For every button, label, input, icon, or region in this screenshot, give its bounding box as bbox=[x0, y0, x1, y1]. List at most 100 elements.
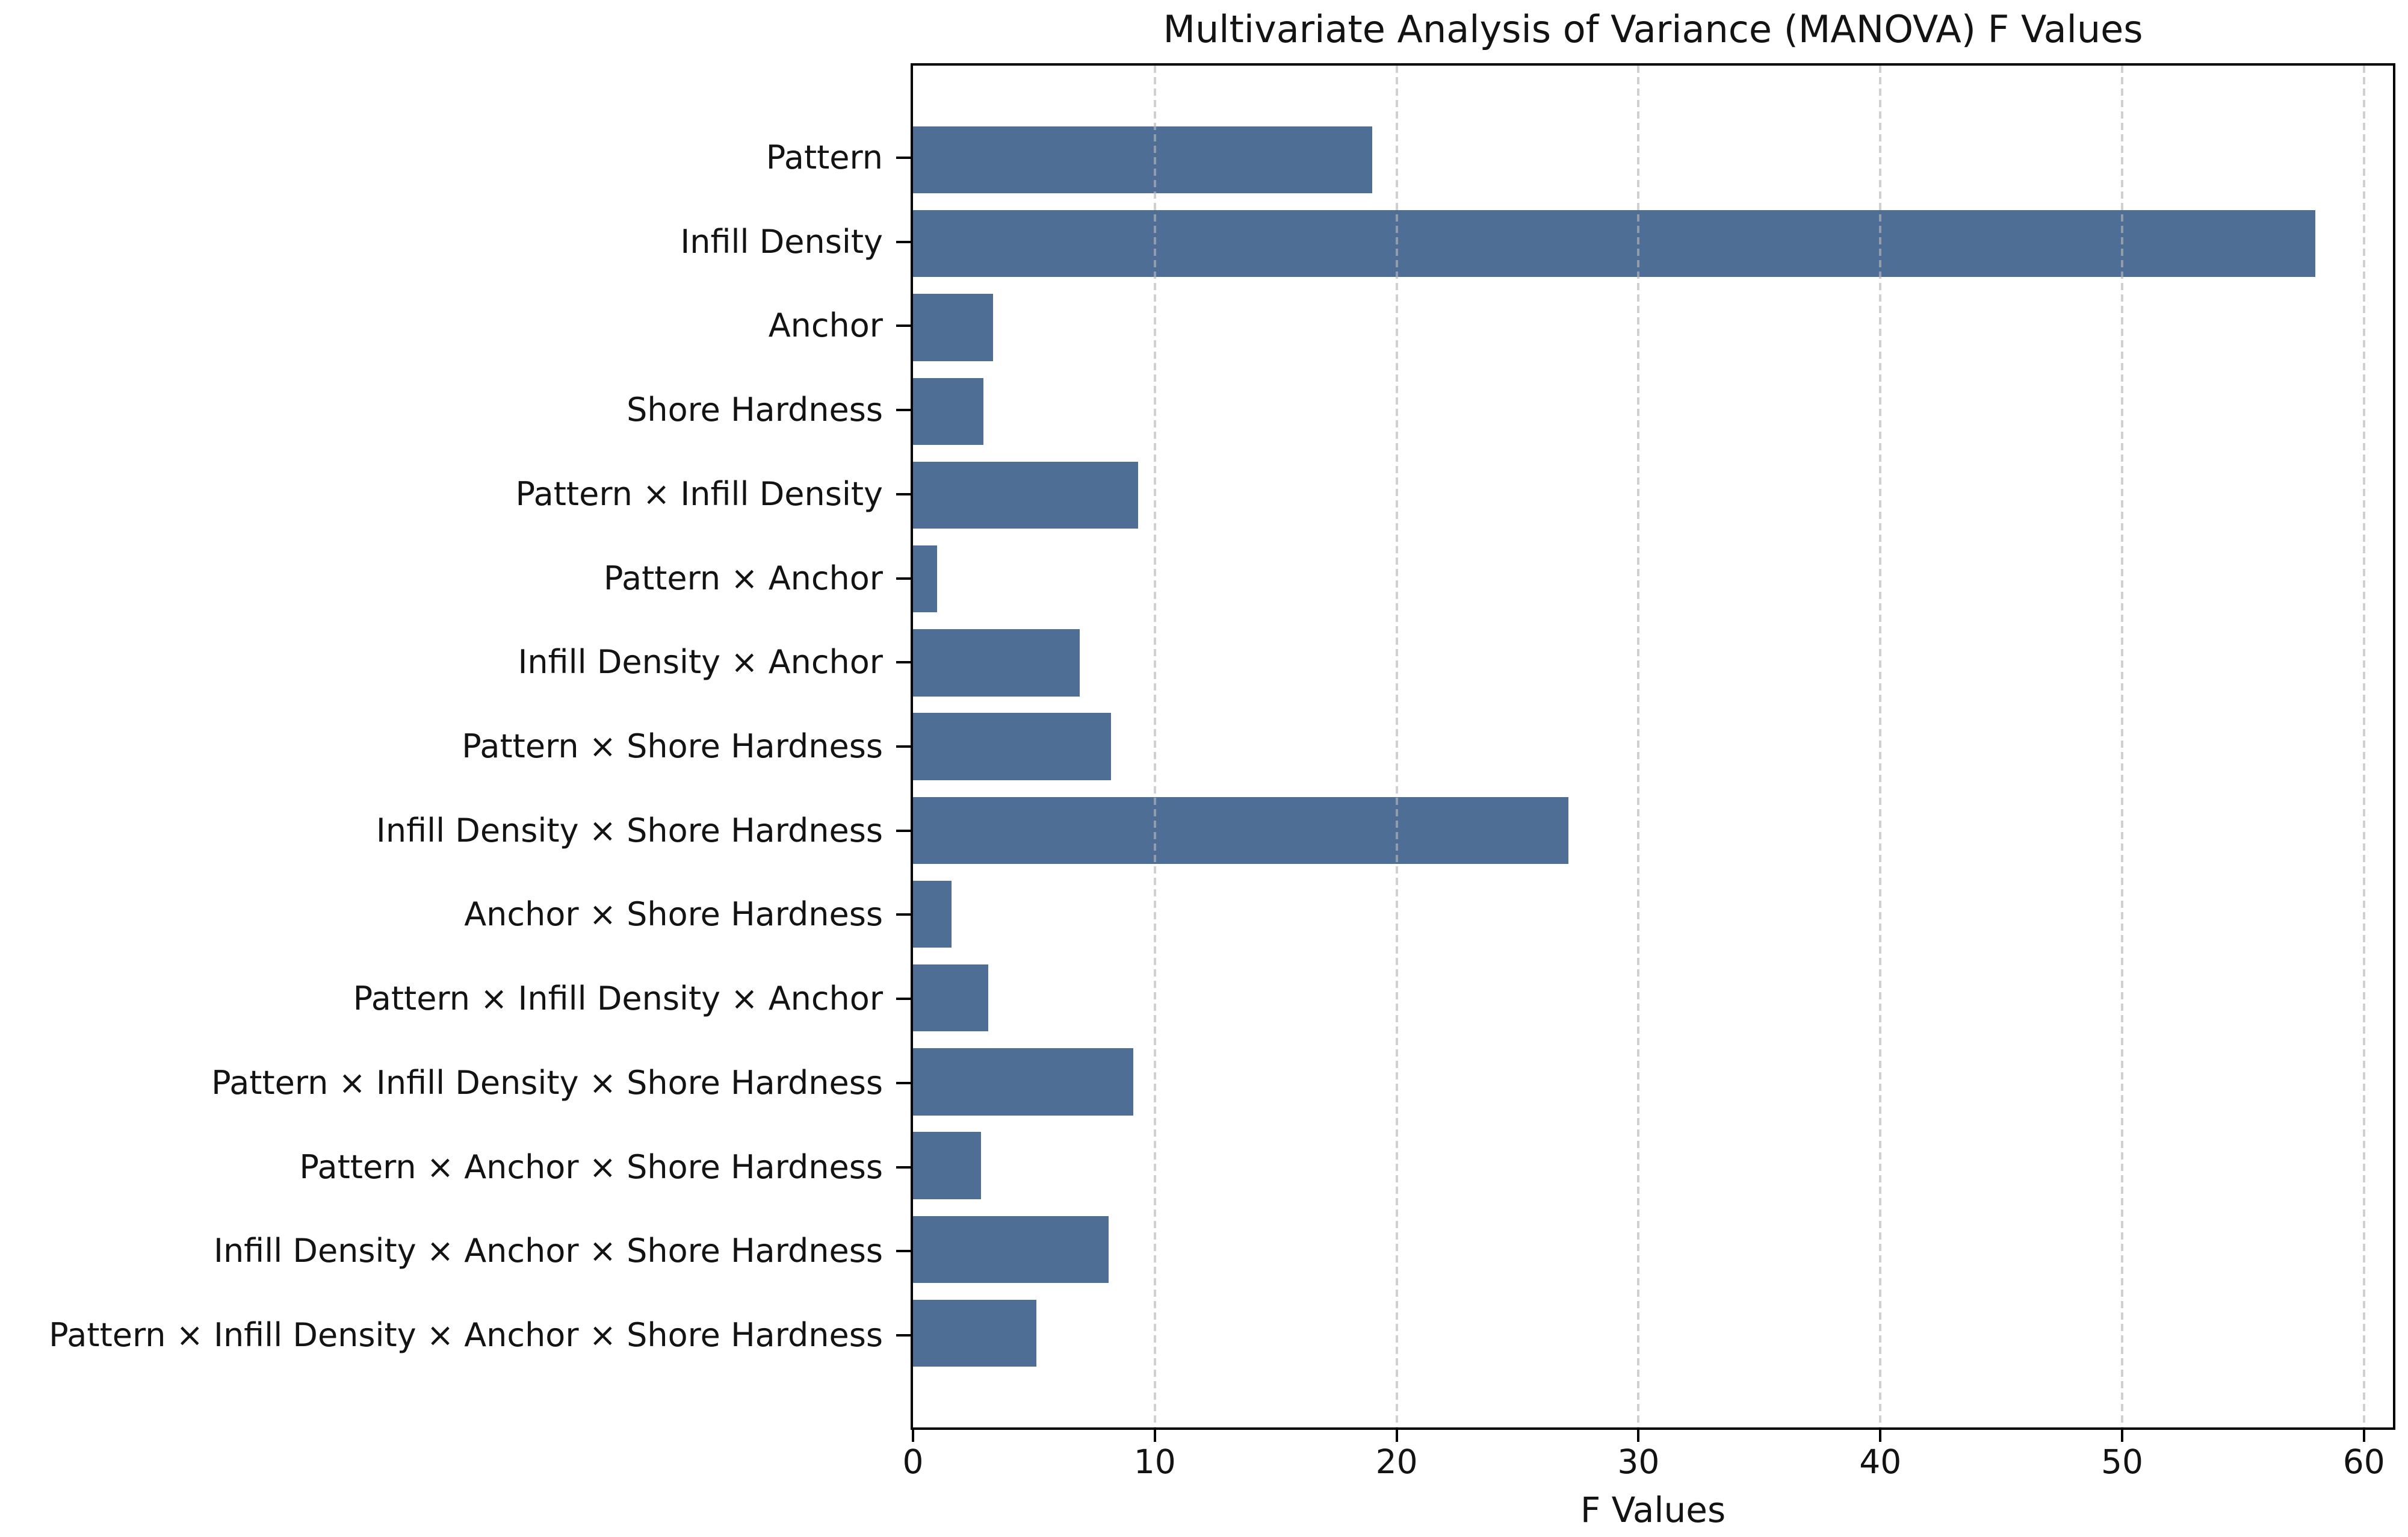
bar bbox=[913, 796, 1568, 864]
bar bbox=[913, 629, 1080, 697]
y-axis-label: Shore Hardness bbox=[627, 391, 884, 429]
y-tick-mark bbox=[896, 745, 911, 748]
gridline bbox=[1153, 66, 1156, 1427]
y-label-row: Anchor × Shore Hardness bbox=[0, 873, 911, 957]
y-tick-mark bbox=[896, 156, 911, 159]
bar bbox=[913, 1048, 1133, 1116]
bars-container bbox=[913, 66, 2393, 1427]
y-tick-mark bbox=[896, 1081, 911, 1084]
bar-row bbox=[913, 1208, 2393, 1291]
y-tick-mark bbox=[896, 324, 911, 328]
y-label-row: Pattern × Infill Density bbox=[0, 452, 911, 536]
bar bbox=[913, 964, 988, 1032]
bar-row bbox=[913, 1123, 2393, 1207]
bar-row bbox=[913, 202, 2393, 285]
y-label-row: Pattern × Anchor bbox=[0, 536, 911, 621]
x-tick-mark bbox=[1879, 1430, 1882, 1442]
x-tick-label: 20 bbox=[1375, 1442, 1418, 1481]
y-axis-label: Pattern × Infill Density × Anchor × Shor… bbox=[49, 1316, 884, 1355]
bar-row bbox=[913, 1040, 2393, 1123]
bar-row bbox=[913, 118, 2393, 202]
y-label-row: Infill Density bbox=[0, 200, 911, 284]
y-axis-label: Anchor bbox=[768, 306, 884, 345]
bar bbox=[913, 880, 952, 948]
y-label-row: Pattern bbox=[0, 116, 911, 200]
gridline bbox=[1395, 66, 1398, 1427]
y-tick-mark bbox=[896, 492, 911, 495]
y-tick-mark bbox=[896, 829, 911, 832]
x-tick-mark bbox=[1153, 1430, 1156, 1442]
bar bbox=[913, 294, 993, 361]
y-label-row: Infill Density × Anchor bbox=[0, 620, 911, 704]
bar-row bbox=[913, 872, 2393, 956]
gridline bbox=[1637, 66, 1640, 1427]
bar bbox=[913, 126, 1373, 194]
y-tick-mark bbox=[896, 661, 911, 664]
bar-row bbox=[913, 453, 2393, 537]
y-axis-label: Pattern × Shore Hardness bbox=[462, 727, 884, 765]
bar bbox=[913, 461, 1138, 529]
y-label-row: Infill Density × Anchor × Shore Hardness bbox=[0, 1209, 911, 1294]
y-axis-label: Pattern × Anchor × Shore Hardness bbox=[299, 1147, 884, 1186]
bar-row bbox=[913, 285, 2393, 369]
y-label-row: Pattern × Shore Hardness bbox=[0, 704, 911, 789]
x-tick-label: 50 bbox=[2101, 1442, 2143, 1481]
y-tick-mark bbox=[896, 1166, 911, 1169]
y-axis-label: Pattern × Infill Density × Shore Hardnes… bbox=[211, 1063, 884, 1102]
gridline bbox=[2121, 66, 2123, 1427]
y-label-row: Pattern × Infill Density × Shore Hardnes… bbox=[0, 1041, 911, 1125]
y-axis-label: Pattern bbox=[766, 138, 884, 176]
x-tick-mark bbox=[1395, 1430, 1398, 1442]
bar bbox=[913, 1216, 1109, 1283]
x-tick-label: 40 bbox=[1859, 1442, 1902, 1481]
bar bbox=[913, 1132, 981, 1199]
y-tick-mark bbox=[896, 240, 911, 243]
y-tick-mark bbox=[896, 913, 911, 916]
y-axis-label: Infill Density × Shore Hardness bbox=[376, 811, 884, 849]
x-axis-label: F Values bbox=[1580, 1489, 1726, 1530]
y-axis-label: Infill Density bbox=[680, 222, 884, 261]
y-axis-label: Pattern × Infill Density × Anchor bbox=[353, 980, 884, 1018]
y-label-row: Pattern × Infill Density × Anchor bbox=[0, 957, 911, 1041]
y-axis-label: Infill Density × Anchor × Shore Hardness bbox=[214, 1232, 884, 1270]
bar bbox=[913, 713, 1112, 780]
gridline bbox=[2362, 66, 2365, 1427]
y-label-row: Pattern × Infill Density × Anchor × Shor… bbox=[0, 1293, 911, 1377]
bar-row bbox=[913, 956, 2393, 1040]
x-tick-label: 0 bbox=[902, 1442, 924, 1481]
y-tick-mark bbox=[896, 998, 911, 1001]
x-tick-mark bbox=[912, 1430, 915, 1442]
x-tick-mark bbox=[2362, 1430, 2365, 1442]
y-label-row: Anchor bbox=[0, 284, 911, 368]
x-tick-mark bbox=[2121, 1430, 2123, 1442]
y-label-row: Infill Density × Shore Hardness bbox=[0, 789, 911, 873]
bar-row bbox=[913, 621, 2393, 704]
y-label-row: Pattern × Anchor × Shore Hardness bbox=[0, 1125, 911, 1209]
x-tick-label: 60 bbox=[2342, 1442, 2385, 1481]
bar bbox=[913, 1299, 1036, 1367]
bar-row bbox=[913, 370, 2393, 453]
bar-row bbox=[913, 1291, 2393, 1375]
y-axis-label: Pattern × Anchor bbox=[603, 559, 884, 597]
y-tick-mark bbox=[896, 1334, 911, 1337]
x-tick-mark bbox=[1637, 1430, 1640, 1442]
gridline bbox=[1879, 66, 1882, 1427]
y-axis-label: Infill Density × Anchor bbox=[518, 643, 884, 682]
x-tick-label: 10 bbox=[1133, 1442, 1176, 1481]
chart-title: Multivariate Analysis of Variance (MANOV… bbox=[1163, 7, 2143, 51]
bar-row bbox=[913, 537, 2393, 621]
x-tick-label: 30 bbox=[1617, 1442, 1660, 1481]
bar-row bbox=[913, 704, 2393, 788]
plot-area: 0 10 20 30 40 50 60 F Values bbox=[903, 63, 2396, 1527]
y-tick-mark bbox=[896, 409, 911, 412]
bar bbox=[913, 377, 983, 445]
y-axis-label: Anchor × Shore Hardness bbox=[464, 895, 884, 934]
y-tick-mark bbox=[896, 577, 911, 580]
bar bbox=[913, 210, 2316, 278]
y-label-row: Shore Hardness bbox=[0, 368, 911, 452]
bar-row bbox=[913, 789, 2393, 872]
y-axis-label: Pattern × Infill Density bbox=[515, 474, 884, 513]
y-tick-mark bbox=[896, 1250, 911, 1253]
y-axis-labels: Pattern Infill Density Anchor Shore Hardnes… bbox=[0, 63, 911, 1430]
